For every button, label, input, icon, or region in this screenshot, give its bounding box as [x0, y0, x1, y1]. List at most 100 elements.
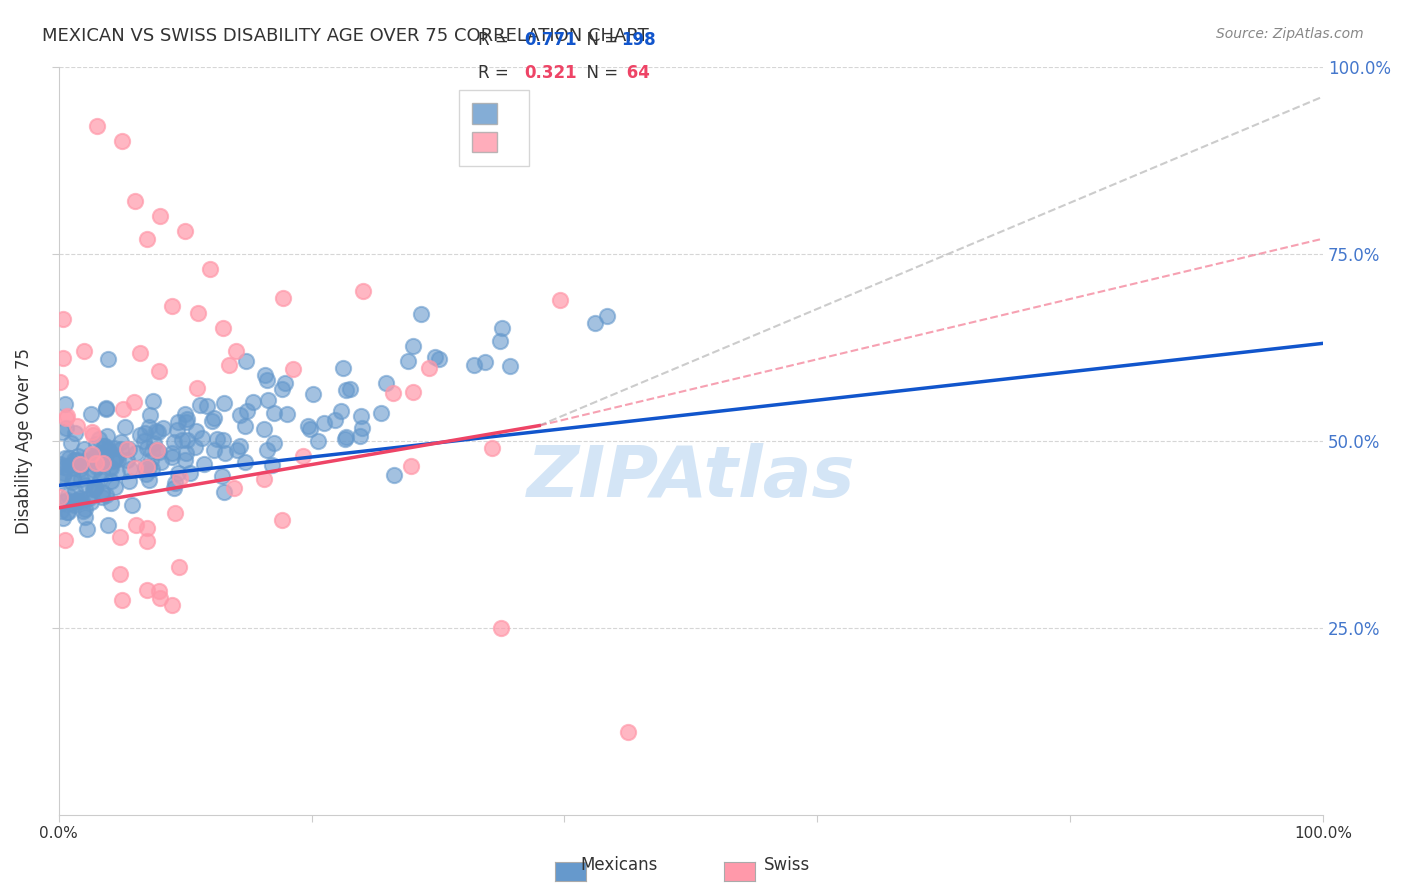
Point: [86, 120, 108, 134]
Point: [233, 418, 256, 433]
Point: [212, 321, 235, 335]
Point: [205, 433, 228, 447]
Point: [100, 461, 122, 475]
Point: [474, 355, 496, 369]
Point: [191, 431, 214, 445]
Point: [53, 451, 76, 466]
Point: [49, 490, 72, 504]
Point: [49, 458, 72, 473]
Point: [114, 420, 136, 434]
Point: [117, 442, 139, 456]
Point: [211, 468, 233, 483]
Text: 198: 198: [621, 31, 657, 49]
Text: R =: R =: [478, 64, 515, 82]
Point: [49, 475, 72, 489]
Point: [97, 442, 120, 457]
Point: [548, 293, 571, 307]
Point: [350, 409, 373, 424]
Point: [332, 360, 354, 375]
Point: [58, 487, 80, 501]
Point: [169, 471, 191, 485]
Point: [73, 442, 96, 456]
Point: [63, 484, 86, 499]
Point: [292, 449, 315, 463]
Point: [80, 454, 103, 468]
Point: [66, 419, 89, 434]
Point: [83, 463, 105, 477]
Point: [120, 462, 142, 476]
Point: [160, 450, 183, 464]
Point: [148, 364, 170, 378]
Point: [60, 496, 83, 510]
Point: [69, 462, 91, 476]
Point: [66, 493, 89, 508]
Point: [212, 433, 235, 447]
Point: [66, 453, 89, 467]
Point: [143, 436, 166, 450]
Point: [481, 442, 503, 456]
Point: [463, 358, 485, 372]
Point: [59, 458, 82, 473]
Point: [124, 194, 146, 209]
Point: [52, 511, 75, 525]
Point: [138, 460, 160, 475]
Point: [51, 425, 73, 440]
Point: [349, 429, 371, 443]
Point: [228, 408, 250, 422]
Point: [49, 457, 72, 471]
Point: [82, 482, 104, 496]
Point: [163, 435, 186, 450]
Point: [63, 498, 86, 512]
Point: [149, 209, 172, 223]
Point: [55, 411, 77, 425]
Point: [105, 450, 128, 464]
Text: MEXICAN VS SWISS DISABILITY AGE OVER 75 CORRELATION CHART: MEXICAN VS SWISS DISABILITY AGE OVER 75 …: [42, 27, 650, 45]
Point: [80, 425, 103, 439]
Point: [73, 501, 96, 516]
Point: [91, 485, 114, 500]
Point: [52, 495, 75, 509]
Text: 0.321: 0.321: [524, 64, 576, 82]
Point: [256, 373, 278, 387]
Point: [70, 472, 93, 486]
Point: [225, 443, 247, 458]
Legend:  ,  : ,: [458, 90, 529, 166]
Point: [323, 412, 346, 426]
Point: [163, 482, 186, 496]
Point: [146, 425, 169, 440]
Point: [97, 351, 120, 366]
Point: [69, 457, 91, 471]
Point: [174, 453, 197, 467]
Point: [121, 498, 143, 512]
Point: [73, 477, 96, 491]
Point: [214, 446, 236, 460]
Point: [84, 480, 107, 494]
Point: [53, 533, 76, 547]
Point: [256, 393, 278, 408]
Point: [115, 453, 138, 467]
Point: [172, 434, 194, 448]
Point: [82, 428, 104, 442]
Text: Source: ZipAtlas.com: Source: ZipAtlas.com: [1216, 27, 1364, 41]
Point: [107, 451, 129, 466]
Point: [193, 457, 215, 471]
Point: [128, 428, 150, 442]
Point: [134, 460, 156, 475]
Point: [499, 359, 522, 373]
Point: [162, 598, 184, 612]
Point: [174, 446, 197, 460]
Point: [56, 409, 79, 424]
Point: [148, 583, 170, 598]
Point: [122, 395, 145, 409]
Point: [96, 401, 118, 416]
Point: [381, 385, 404, 400]
Point: [329, 404, 352, 418]
Point: [491, 321, 513, 335]
Point: [142, 394, 165, 409]
Point: [174, 407, 197, 421]
Point: [253, 368, 276, 382]
Point: [89, 473, 111, 487]
Point: [73, 343, 96, 358]
Point: [118, 474, 141, 488]
Text: 64: 64: [621, 64, 651, 82]
